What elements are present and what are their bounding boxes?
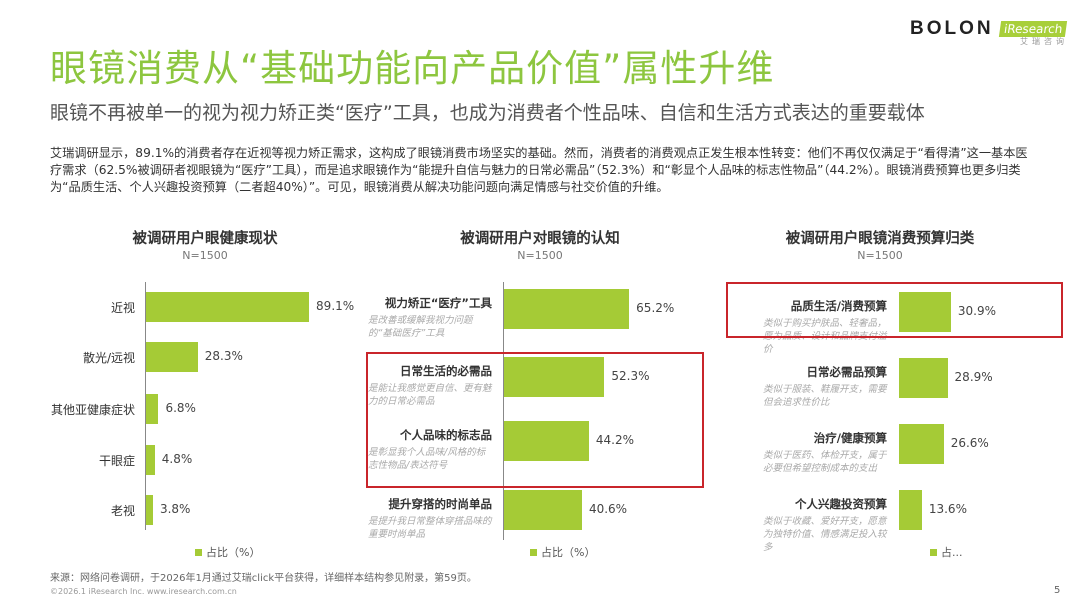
chart-title: 被调研用户对眼镜的认知 — [460, 231, 620, 247]
data-label: 6.8% — [165, 401, 196, 415]
highlight-box — [726, 282, 1063, 338]
data-label: 28.3% — [204, 349, 243, 363]
chart-n: N=1500 — [857, 249, 903, 262]
chart-legend: 占比（%） — [530, 544, 595, 560]
category-description: 是能让我感觉更自信、更有魅力的日常必需品 — [368, 383, 492, 407]
chart-legend: 占... — [930, 544, 963, 560]
bar — [899, 424, 944, 464]
page-number: 5 — [1054, 585, 1061, 596]
category-description: 是彰显我个人品味/风格的标志性物品/表达符号 — [368, 447, 486, 471]
page-title: 眼镜消费从“基础功能向产品价值”属性升维 — [50, 47, 775, 90]
bar — [504, 289, 630, 329]
legend-label: 占比（%） — [206, 546, 261, 559]
bar — [899, 358, 948, 398]
bar — [146, 394, 159, 424]
legend-label: 占比（%） — [541, 546, 596, 559]
chart-legend: 占比（%） — [195, 544, 260, 560]
bar — [899, 292, 951, 332]
category-description: 类似于服装、鞋履开支，需要但会追求性价比 — [763, 384, 887, 408]
category-label: 近视 — [110, 301, 135, 315]
category-label: 品质生活/消费预算 — [790, 299, 887, 313]
chart-n: N=1500 — [182, 249, 228, 262]
legend-swatch — [930, 548, 937, 556]
legend-label: 占... — [941, 546, 963, 559]
bar — [146, 292, 310, 322]
category-label: 视力矫正“医疗”工具 — [384, 296, 492, 310]
bolon-logo: BOLON — [910, 18, 994, 39]
category-label: 个人品味的标志品 — [400, 428, 492, 442]
bar — [504, 357, 605, 397]
bar — [899, 490, 922, 530]
category-label: 日常必需品预算 — [806, 365, 888, 379]
bar — [504, 490, 582, 530]
legend-swatch — [530, 548, 537, 556]
summary-paragraph: 艾瑞调研显示，89.1%的消费者存在近视等视力矫正需求，这构成了眼镜消费市场坚实… — [50, 146, 1028, 194]
data-label: 40.6% — [588, 502, 628, 516]
category-description: 类似于收藏、爱好开支，愿意为独特价值、情感满足投入较多 — [763, 516, 887, 553]
data-label: 30.9% — [957, 304, 997, 318]
bar — [146, 495, 153, 525]
data-label: 52.3% — [611, 369, 650, 383]
data-label: 44.2% — [595, 433, 634, 447]
category-label: 日常生活的必需品 — [400, 364, 492, 378]
iresearch-sub: 艾瑞咨询 — [1020, 37, 1068, 46]
iresearch-logo: iResearch — [998, 21, 1068, 37]
axis-line — [145, 282, 146, 530]
data-label: 65.2% — [636, 301, 675, 315]
category-description: 是改善或缓解我视力问题的“基础医疗”工具 — [368, 315, 473, 339]
bar — [504, 421, 589, 461]
category-label: 干眼症 — [98, 454, 135, 468]
chart-n: N=1500 — [517, 249, 563, 262]
logo: BOLON iResearch — [910, 18, 1068, 40]
category-label: 提升穿搭的时尚单品 — [388, 497, 493, 511]
data-label: 13.6% — [928, 502, 967, 516]
category-description: 是提升我日常整体穿搭品味的重要时尚单品 — [368, 516, 492, 540]
category-description: 类似于医药、体检开支，属于必要但希望控制成本的支出 — [763, 450, 887, 474]
bar — [146, 342, 198, 372]
page-subtitle: 眼镜不再被单一的视为视力矫正类“医疗”工具，也成为消费者个性品味、自信和生活方式… — [50, 102, 925, 124]
bar — [146, 445, 155, 475]
chart-title: 被调研用户眼镜消费预算归类 — [785, 231, 975, 247]
source-note: 来源：网络问卷调研，于2026年1月通过艾瑞click平台获得，详细样本结构参见… — [50, 573, 477, 584]
copyright: ©2026.1 iResearch Inc. www.iresearch.com… — [50, 587, 237, 596]
category-label: 老视 — [110, 504, 135, 518]
data-label: 26.6% — [950, 436, 989, 450]
data-label: 89.1% — [316, 299, 355, 313]
category-label: 治疗/健康预算 — [813, 431, 887, 445]
axis-line — [503, 282, 504, 540]
data-label: 28.9% — [954, 370, 993, 384]
category-label: 其他亚健康症状 — [50, 403, 135, 417]
highlight-box — [366, 352, 704, 488]
category-label: 个人兴趣投资预算 — [795, 497, 887, 511]
data-label: 4.8% — [161, 452, 193, 466]
category-label: 散光/远视 — [82, 351, 135, 365]
chart-title: 被调研用户眼健康现状 — [132, 231, 278, 247]
legend-swatch — [195, 548, 202, 556]
data-label: 3.8% — [159, 502, 191, 516]
